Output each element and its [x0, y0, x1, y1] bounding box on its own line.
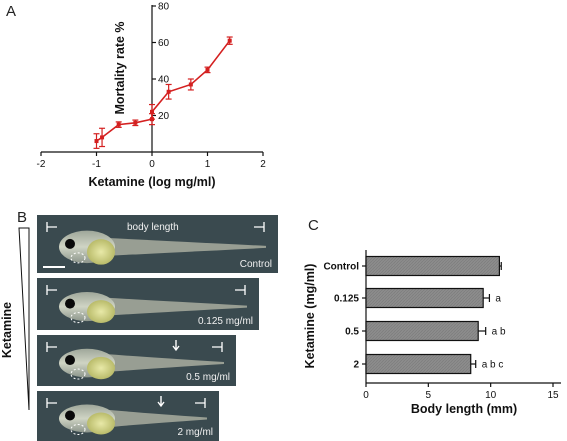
tadpole-tail	[105, 354, 224, 373]
heart-region-outline	[70, 368, 86, 380]
panel-a-chart: -2 -1 0 1 2 20 40 60 80 Ketamine (log mg/ml) Mo…	[37, 2, 267, 190]
length-marker-start	[46, 285, 57, 295]
tadpole-photo: 0.125 mg/ml	[37, 278, 259, 330]
tadpole-eye	[65, 355, 75, 366]
tadpole-yolk	[87, 356, 115, 380]
panel-a-y-tick-label: 40	[158, 75, 170, 86]
panel-a-y-axis-label: Mortality rate %	[113, 21, 127, 114]
panel-c-x-tick-label: 10	[485, 390, 497, 401]
panel-a-y-tick-label: 20	[158, 111, 170, 122]
panel-a-x-axis-label: Ketamine (log mg/ml)	[88, 175, 215, 189]
arrow-marker	[172, 340, 180, 352]
panel-c-x-ticks: 0 5 10 15	[363, 383, 559, 401]
photo-condition-label: 2 mg/ml	[177, 427, 213, 438]
panel-c-category-label: 2	[353, 360, 359, 371]
length-marker-start	[46, 398, 57, 408]
panel-c-x-axis-label: Body length (mm)	[411, 402, 517, 416]
panel-b-montage: Ketamine body length Control 0.125 mg/ml 0.…	[0, 215, 278, 441]
length-marker-start	[46, 222, 57, 232]
length-marker-end	[235, 285, 246, 295]
tadpole-tail	[105, 237, 266, 256]
panel-a-y-tick-label: 60	[158, 38, 170, 49]
mortality-point	[227, 38, 232, 43]
tadpole-eye	[65, 238, 75, 249]
panel-a-x-tick-label: 2	[260, 159, 266, 170]
heart-region-outline	[70, 312, 86, 324]
tadpole-photo: 0.5 mg/ml	[37, 335, 236, 386]
tadpole-photo: 2 mg/ml	[37, 391, 219, 441]
panel-c-x-tick-label: 0	[363, 390, 369, 401]
arrow-marker	[157, 396, 165, 408]
length-marker-start	[46, 342, 57, 352]
mortality-point	[150, 109, 154, 114]
panel-a-x-tick-label: 1	[205, 159, 211, 170]
panel-label-b: B	[17, 209, 27, 226]
mortality-point	[188, 82, 193, 87]
panel-a-y-ticks: 20 40 60 80	[152, 2, 170, 122]
mortality-point	[100, 135, 105, 140]
heart-region-outline	[70, 252, 86, 264]
body-length-bar	[365, 255, 500, 277]
panel-c-category-label: 0.125	[334, 294, 359, 305]
panel-a-x-tick-label: -1	[92, 159, 101, 170]
tadpole-tail	[105, 409, 207, 428]
length-marker-end	[254, 222, 265, 232]
body-length-bar	[365, 353, 472, 375]
tadpole-eye	[65, 298, 75, 309]
panel-a-x-tick-label: -2	[37, 159, 46, 170]
panel-c-bars: Control 0.125 a 0.5 a b 2 a b c	[323, 255, 506, 375]
panel-a-x-tick-label: 0	[149, 159, 155, 170]
length-marker-end	[212, 342, 223, 352]
panel-c-category-label: 0.5	[345, 327, 359, 338]
heart-region-outline	[70, 424, 86, 435]
panel-a-y-tick-label: 80	[158, 2, 170, 13]
photo-condition-label: 0.125 mg/ml	[198, 316, 253, 327]
ketamine-gradient-wedge	[18, 227, 30, 411]
mortality-point	[94, 139, 99, 144]
tadpole-yolk	[87, 300, 115, 324]
panel-c-x-tick-label: 15	[547, 390, 559, 401]
panel-c-chart: Control 0.125 a 0.5 a b 2 a b c 0 5 10 15 Body le…	[303, 250, 561, 416]
panel-c-category-label: Control	[323, 262, 359, 273]
panel-c-x-tick-label: 5	[426, 390, 432, 401]
length-marker-end	[195, 398, 206, 408]
body-length-label: body length	[127, 222, 179, 233]
tadpole-photo: body length Control	[37, 215, 278, 273]
mortality-point	[133, 120, 138, 125]
tadpole-tail	[105, 297, 247, 316]
significance-annotation: a b c	[482, 360, 504, 371]
ketamine-axis-label: Ketamine	[0, 302, 14, 358]
significance-annotation: a	[495, 294, 501, 305]
significance-annotation: a b	[492, 327, 506, 338]
body-length-bar	[365, 287, 484, 309]
body-length-bar	[365, 320, 479, 342]
mortality-point	[166, 89, 171, 94]
panel-a-x-ticks: -2 -1 0 1 2	[37, 152, 266, 170]
mortality-point	[205, 67, 210, 72]
photo-condition-label: Control	[240, 259, 272, 270]
panel-label-a: A	[6, 3, 16, 20]
tadpole-photos: body length Control 0.125 mg/ml 0.5 mg/ml 2 …	[37, 215, 278, 441]
tadpole-eye	[65, 410, 75, 421]
tadpole-yolk	[87, 239, 115, 265]
tadpole-yolk	[87, 412, 115, 435]
panel-a-series	[93, 36, 233, 149]
panel-c-y-axis-label: Ketamine (mg/ml)	[303, 264, 317, 369]
mortality-point	[116, 122, 121, 127]
photo-condition-label: 0.5 mg/ml	[186, 372, 230, 383]
panel-label-c: C	[308, 217, 319, 234]
